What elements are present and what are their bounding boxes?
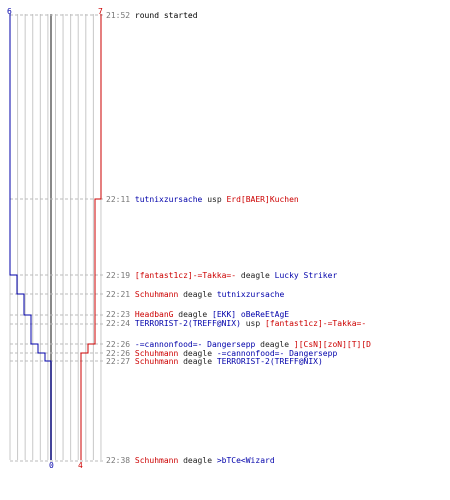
weapon-label: usp: [245, 319, 261, 328]
event-time: 22:38: [106, 456, 131, 465]
weapon-label: deagle: [240, 271, 270, 280]
player-name: tutnixzursache: [134, 195, 203, 204]
event-time: 22:21: [106, 290, 131, 299]
player-name: [EKK] oBeReEtAgE: [212, 310, 290, 319]
player-name: HeadbanG: [134, 310, 174, 319]
player-name: [fantast1cz]-=Takka=-: [265, 319, 367, 328]
red-team-end-count: 4: [78, 461, 83, 470]
player-name: [fantast1cz]-=Takka=-: [134, 271, 237, 280]
event-row: 22:26 -=cannonfood=- Dangersepp deagle ]…: [106, 340, 371, 349]
weapon-label: deagle: [183, 290, 213, 299]
event-time: 22:24: [106, 319, 131, 328]
weapon-label: deagle: [260, 340, 290, 349]
event-time: 22:23: [106, 310, 131, 319]
event-row: 22:23 HeadbanG deagle [EKK] oBeReEtAgE: [106, 310, 289, 319]
event-row: 22:26 Schuhmann deagle -=cannonfood=- Da…: [106, 349, 337, 358]
blue-team-step-line: [9, 14, 52, 460]
player-name: Schuhmann: [134, 290, 179, 299]
player-name: TERRORIST-2(TREFF@NIX): [134, 319, 241, 328]
event-time: 22:26: [106, 349, 131, 358]
weapon-label: deagle: [178, 310, 208, 319]
red-team-start-count: 7: [98, 7, 103, 16]
player-name: Schuhmann: [134, 456, 179, 465]
event-row: 22:11 tutnixzursache usp Erd[BAER]Kuchen: [106, 195, 299, 204]
player-name: tutnixzursache: [216, 290, 285, 299]
weapon-label: deagle: [183, 456, 213, 465]
player-name: -=cannonfood=- Dangersepp: [134, 340, 256, 349]
player-name: Schuhmann: [134, 349, 179, 358]
event-row: 22:38 Schuhmann deagle >bTCe<Wizard: [106, 456, 275, 465]
player-name: Schuhmann: [134, 357, 179, 366]
event-row: 22:27 Schuhmann deagle TERRORIST-2(TREFF…: [106, 357, 323, 366]
weapon-label: deagle: [183, 357, 213, 366]
event-row: 22:19 [fantast1cz]-=Takka=- deagle Lucky…: [106, 271, 337, 280]
weapon-label: deagle: [183, 349, 213, 358]
player-name: Lucky Striker: [274, 271, 338, 280]
blue-team-start-count: 6: [7, 7, 12, 16]
event-time: 22:11: [106, 195, 131, 204]
red-team-step-line: [80, 14, 102, 460]
weapon-label: usp: [207, 195, 222, 204]
event-time: 21:52: [106, 11, 131, 20]
player-name: -=cannonfood=- Dangersepp: [216, 349, 338, 358]
player-name: ][CsN][zoN][T][D: [293, 340, 371, 349]
event-message: round started: [134, 11, 198, 20]
event-time: 22:19: [106, 271, 131, 280]
player-name: >bTCe<Wizard: [216, 456, 275, 465]
event-row: 22:21 Schuhmann deagle tutnixzursache: [106, 290, 284, 299]
blue-team-end-count: 0: [49, 461, 54, 470]
player-name: TERRORIST-2(TREFF@NIX): [216, 357, 323, 366]
event-row: 21:52 round started: [106, 11, 198, 20]
event-time: 22:27: [106, 357, 131, 366]
player-name: Erd[BAER]Kuchen: [226, 195, 299, 204]
event-time: 22:26: [106, 340, 131, 349]
event-row: 22:24 TERRORIST-2(TREFF@NIX) usp [fantas…: [106, 319, 366, 328]
